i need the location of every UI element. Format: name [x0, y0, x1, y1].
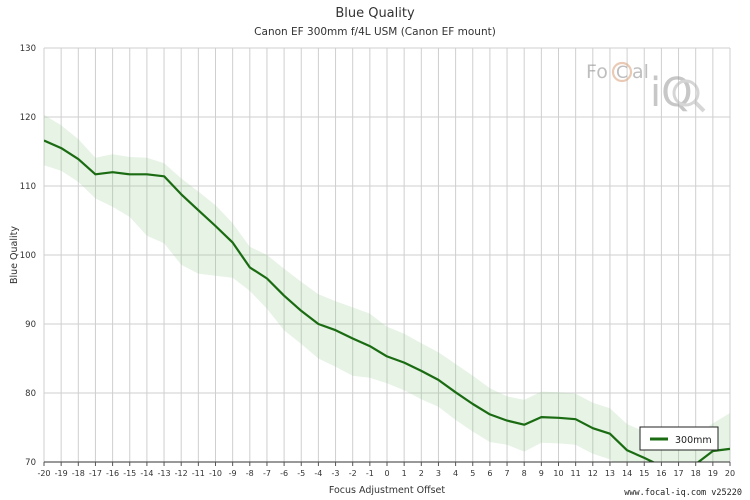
magnifier-icon: [672, 79, 700, 107]
x-tick-label: -2: [349, 469, 357, 478]
x-tick-label: 5: [470, 469, 475, 478]
x-tick-label: 6: [487, 469, 492, 478]
x-tick-label: -13: [158, 469, 171, 478]
series-lines: [44, 139, 730, 462]
legend-box: [639, 426, 719, 451]
logo-c-ring: [611, 61, 633, 83]
x-tick-label: 0: [384, 469, 389, 478]
y-tick-label: 110: [20, 182, 36, 192]
series-0-line: [44, 139, 730, 462]
x-tick-label: -17: [89, 469, 102, 478]
x-tick-label: -9: [229, 469, 237, 478]
grid-lines: [43, 47, 731, 463]
watermark-text: www.focal-iq.com v25220: [624, 488, 742, 498]
x-tick-label: -18: [72, 469, 85, 478]
chart-subtitle: Canon EF 300mm f/4L USM (Canon EF mount): [254, 26, 496, 38]
x-tick-label: -5: [297, 469, 305, 478]
x-tick-label: -11: [192, 469, 205, 478]
x-tick-label: -20: [37, 469, 50, 478]
logo-iq-text: iQ: [650, 70, 693, 116]
x-tick-label: 14: [622, 469, 632, 478]
x-tick-label: -12: [175, 469, 188, 478]
x-tick-label: 10: [553, 469, 563, 478]
x-tick-label: 15: [639, 469, 649, 478]
x-tick-label: -10: [209, 469, 222, 478]
axes: -20 -19 -18 -17 -16 -15 -14 -13 -12 -11 -10 -9 -8 -7-…: [9, 44, 735, 496]
x-tick-label: 11: [571, 469, 581, 478]
x-tick-label: 3: [436, 469, 441, 478]
focal-iq-logo: Fo C al iQ: [586, 61, 706, 116]
chart-title: Blue Quality: [335, 6, 415, 21]
x-tick-label: 4: [453, 469, 458, 478]
y-tick-label: 100: [20, 251, 36, 261]
x-tick-label: 8: [522, 469, 527, 478]
y-tick-label: 70: [25, 458, 36, 468]
x-tick-label: -1: [366, 469, 374, 478]
x-tick-label: -7: [263, 469, 271, 478]
y-tick-label: 80: [25, 389, 36, 399]
x-tick-label: -15: [123, 469, 136, 478]
legend: 300mm: [639, 426, 719, 451]
x-tick-label: 2: [419, 469, 424, 478]
x-tick-label: 13: [605, 469, 615, 478]
svg-text:C: C: [616, 63, 628, 83]
x-tick-label: 19: [708, 469, 718, 478]
y-tick-label: 130: [20, 44, 36, 54]
x-tick-label: -3: [332, 469, 340, 478]
x-tick-label: 18: [691, 469, 701, 478]
x-tick-label: -14: [140, 469, 153, 478]
x-tick-label: 7: [505, 469, 510, 478]
x-tick-label: 12: [588, 469, 598, 478]
x-tick-label: 20: [725, 469, 735, 478]
x-axis-title: Focus Adjustment Offset: [329, 485, 446, 496]
x-tick-label: 16: [656, 469, 666, 478]
y-tick-label: 120: [20, 113, 36, 123]
x-tick-label: -16: [106, 469, 119, 478]
x-tick-label: 1: [402, 469, 407, 478]
legend-label: 300mm: [675, 435, 712, 446]
x-tick-label: -19: [55, 469, 68, 478]
x-tick-label: -6: [280, 469, 288, 478]
x-tick-label: -8: [246, 469, 254, 478]
x-tick-label: -4: [314, 469, 322, 478]
svg-text:al: al: [632, 61, 649, 83]
y-tick-label: 90: [25, 320, 36, 330]
logo-focal-text: Fo: [586, 61, 608, 83]
x-tick-label: 9: [539, 469, 544, 478]
y-axis-title: Blue Quality: [9, 226, 20, 284]
x-tick-label: 17: [673, 469, 683, 478]
